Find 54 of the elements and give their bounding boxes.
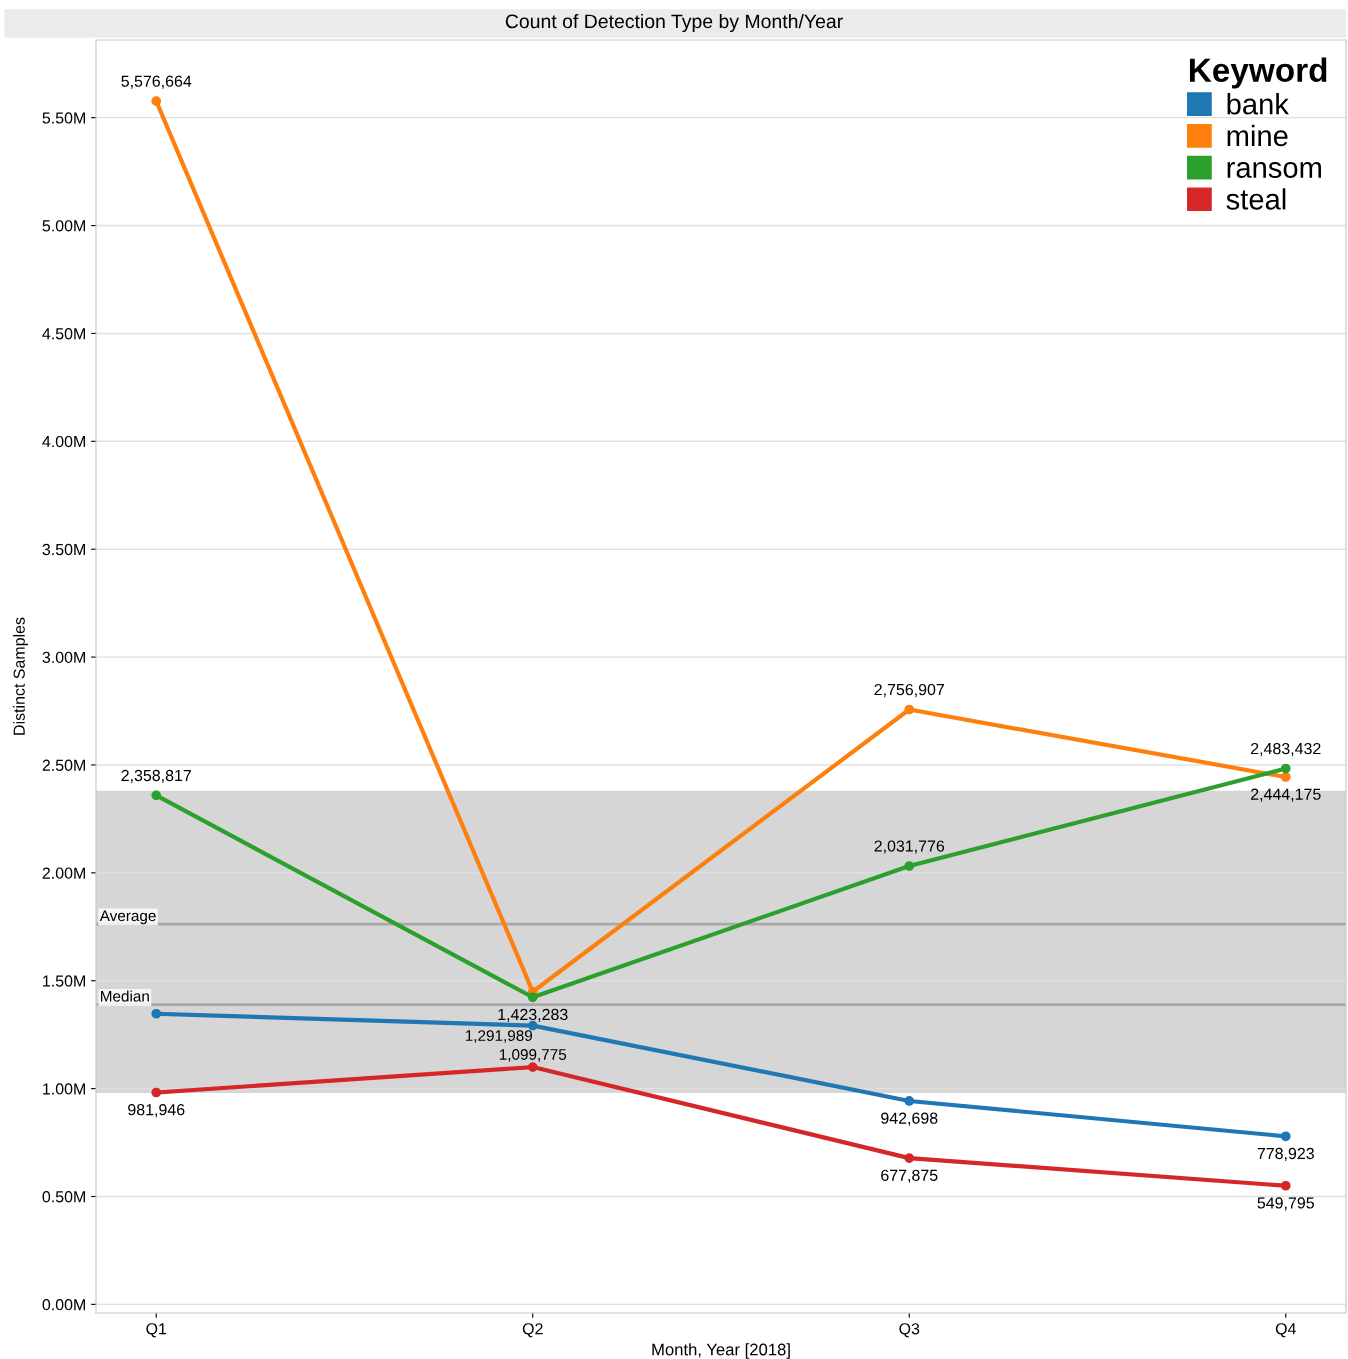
legend-label: ransom xyxy=(1227,161,1321,178)
y-tick-label: 3.00M xyxy=(42,651,85,664)
point xyxy=(527,1062,538,1072)
y-tick-label: 4.00M xyxy=(42,435,85,448)
point xyxy=(151,790,162,801)
legend-label: bank xyxy=(1227,93,1289,115)
chart-title: Count of Detection Type by Month/Year xyxy=(505,13,843,33)
point xyxy=(1280,1180,1291,1191)
data-label: 2,031,776 xyxy=(874,840,945,854)
point xyxy=(151,1008,162,1019)
data-label: 549,795 xyxy=(1257,1197,1314,1211)
y-tick-label: 5.00M xyxy=(42,220,85,232)
data-label: 1,291,989 xyxy=(465,1030,533,1043)
legend-label: mine xyxy=(1227,124,1288,147)
x-tick-label: Q4 xyxy=(1275,1323,1296,1338)
x-tick-label: Q2 xyxy=(522,1323,543,1338)
y-tick-label: 1.00M xyxy=(43,1083,85,1095)
point xyxy=(527,992,538,1003)
data-label: 2,444,175 xyxy=(1251,788,1321,802)
legend-title: Keyword xyxy=(1189,57,1327,89)
data-label: 2,756,907 xyxy=(874,683,944,698)
data-label: 1,423,283 xyxy=(498,1008,568,1023)
data-label: 5,576,664 xyxy=(121,75,192,89)
y-tick-label: 3.50M xyxy=(42,543,85,556)
y-tick-label: 1.50M xyxy=(43,975,85,987)
point xyxy=(151,1087,162,1098)
point xyxy=(1280,763,1291,774)
y-tick-label: 0.00M xyxy=(42,1299,85,1311)
data-label: 942,698 xyxy=(881,1112,938,1126)
point xyxy=(904,1153,915,1163)
point xyxy=(904,861,915,871)
point xyxy=(1280,772,1291,782)
data-label: 1,099,775 xyxy=(499,1049,567,1062)
y-tick-label: 2.00M xyxy=(42,867,85,879)
point xyxy=(904,704,915,715)
x-tick-label: Q1 xyxy=(146,1323,167,1338)
point xyxy=(904,1096,915,1106)
x-axis-title: Month, Year [2018] xyxy=(652,1343,790,1359)
ref-line-label: Average xyxy=(99,910,156,925)
point xyxy=(1280,1131,1291,1142)
y-tick-label: 5.50M xyxy=(42,112,85,124)
legend-label: steal xyxy=(1226,188,1286,210)
data-label: 2,358,817 xyxy=(121,769,191,784)
data-label: 677,875 xyxy=(881,1169,938,1183)
y-tick-label: 4.50M xyxy=(42,328,85,340)
data-label: 778,923 xyxy=(1257,1147,1314,1162)
point xyxy=(151,96,162,106)
y-tick-label: 0.50M xyxy=(42,1191,85,1203)
y-tick-label: 2.50M xyxy=(42,759,85,771)
x-tick-label: Q3 xyxy=(899,1323,920,1338)
y-axis-title: Distinct Samples xyxy=(13,617,28,735)
data-label: 2,483,432 xyxy=(1251,742,1321,757)
data-label: 981,946 xyxy=(128,1104,185,1118)
ref-line-label: Median xyxy=(101,990,149,1002)
